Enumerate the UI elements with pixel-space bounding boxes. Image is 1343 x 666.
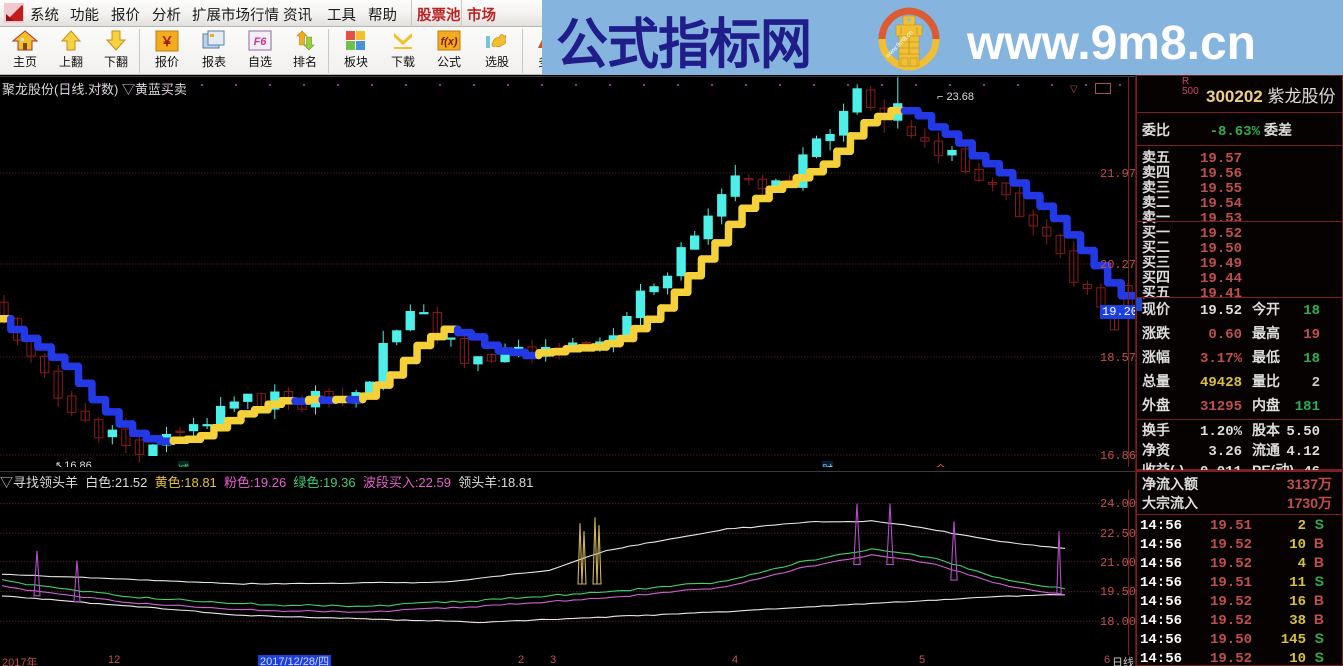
svg-text:￥: ￥ [160, 34, 173, 49]
svg-text:f(x): f(x) [440, 36, 457, 48]
svg-text:F6: F6 [254, 36, 268, 48]
